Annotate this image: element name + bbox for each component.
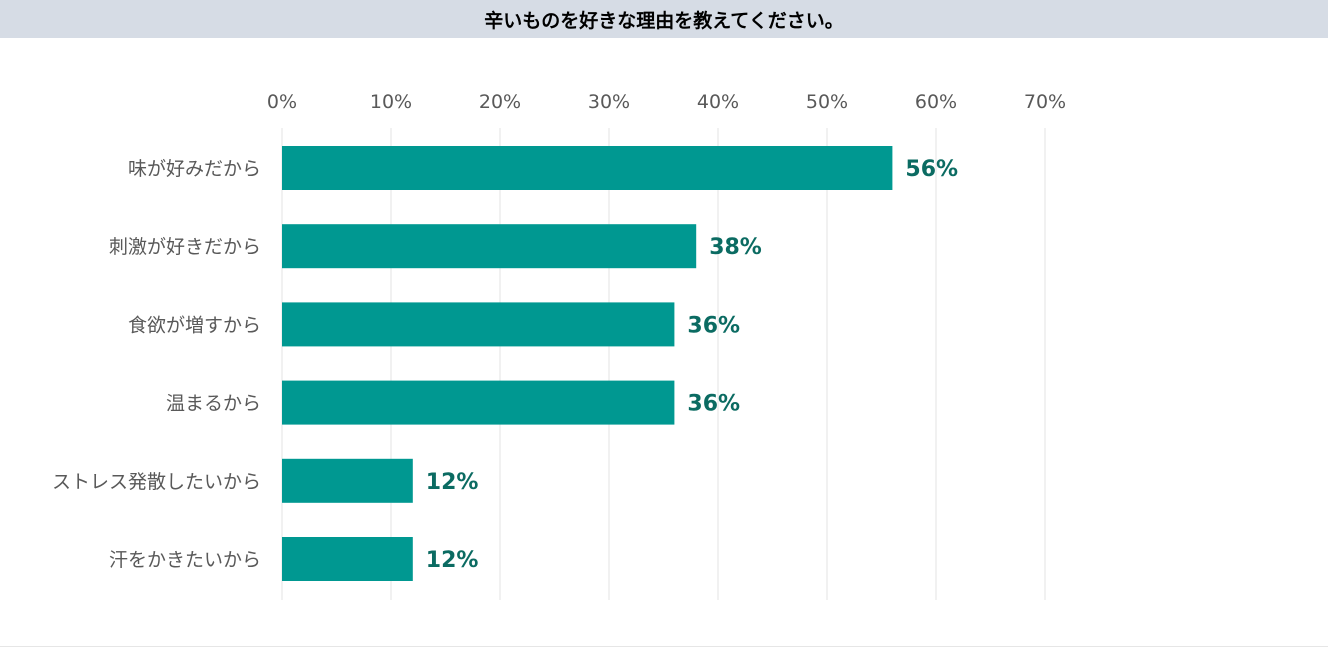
chart-title: 辛いものを好きな理由を教えてください。 (484, 9, 844, 32)
data-label: 56% (905, 157, 958, 182)
x-tick-label: 30% (588, 91, 630, 113)
x-tick-label: 60% (915, 91, 957, 113)
chart-title-bar: 辛いものを好きな理由を教えてください。 (0, 0, 1328, 38)
x-tick-label: 0% (267, 91, 297, 113)
category-label: 刺激が好きだから (109, 236, 261, 258)
data-label: 38% (709, 235, 762, 260)
category-label: 食欲が増すから (128, 314, 261, 336)
x-tick-label: 20% (479, 91, 521, 113)
data-label: 12% (426, 470, 479, 495)
x-axis-ticks: 0% 10% 20% 30% 40% 50% 60% 70% (267, 91, 1066, 113)
bottom-divider (0, 646, 1328, 647)
bar (282, 537, 413, 581)
bar (282, 302, 675, 347)
bars (282, 146, 893, 581)
data-labels: 56% 38% 36% 36% 12% 12% (426, 157, 958, 573)
category-label: 味が好みだから (128, 158, 261, 180)
category-label: ストレス発散したいから (52, 471, 261, 493)
data-label: 12% (426, 548, 479, 573)
category-labels: 味が好みだから刺激が好きだから食欲が増すから温まるからストレス発散したいから汗を… (52, 158, 261, 571)
category-label: 温まるから (166, 393, 261, 415)
bar (282, 146, 893, 190)
category-label: 汗をかきたいから (109, 549, 261, 571)
x-tick-label: 70% (1024, 91, 1066, 113)
bar-chart: 0% 10% 20% 30% 40% 50% 60% 70% 味が好みだから刺激が好きだから食… (52, 91, 1066, 600)
gridlines (281, 128, 1046, 600)
bar (282, 458, 413, 503)
x-tick-label: 50% (806, 91, 848, 113)
bar (282, 224, 697, 269)
data-label: 36% (687, 313, 740, 338)
x-tick-label: 40% (697, 91, 739, 113)
bar (282, 380, 675, 425)
data-label: 36% (687, 392, 740, 417)
x-tick-label: 10% (370, 91, 412, 113)
